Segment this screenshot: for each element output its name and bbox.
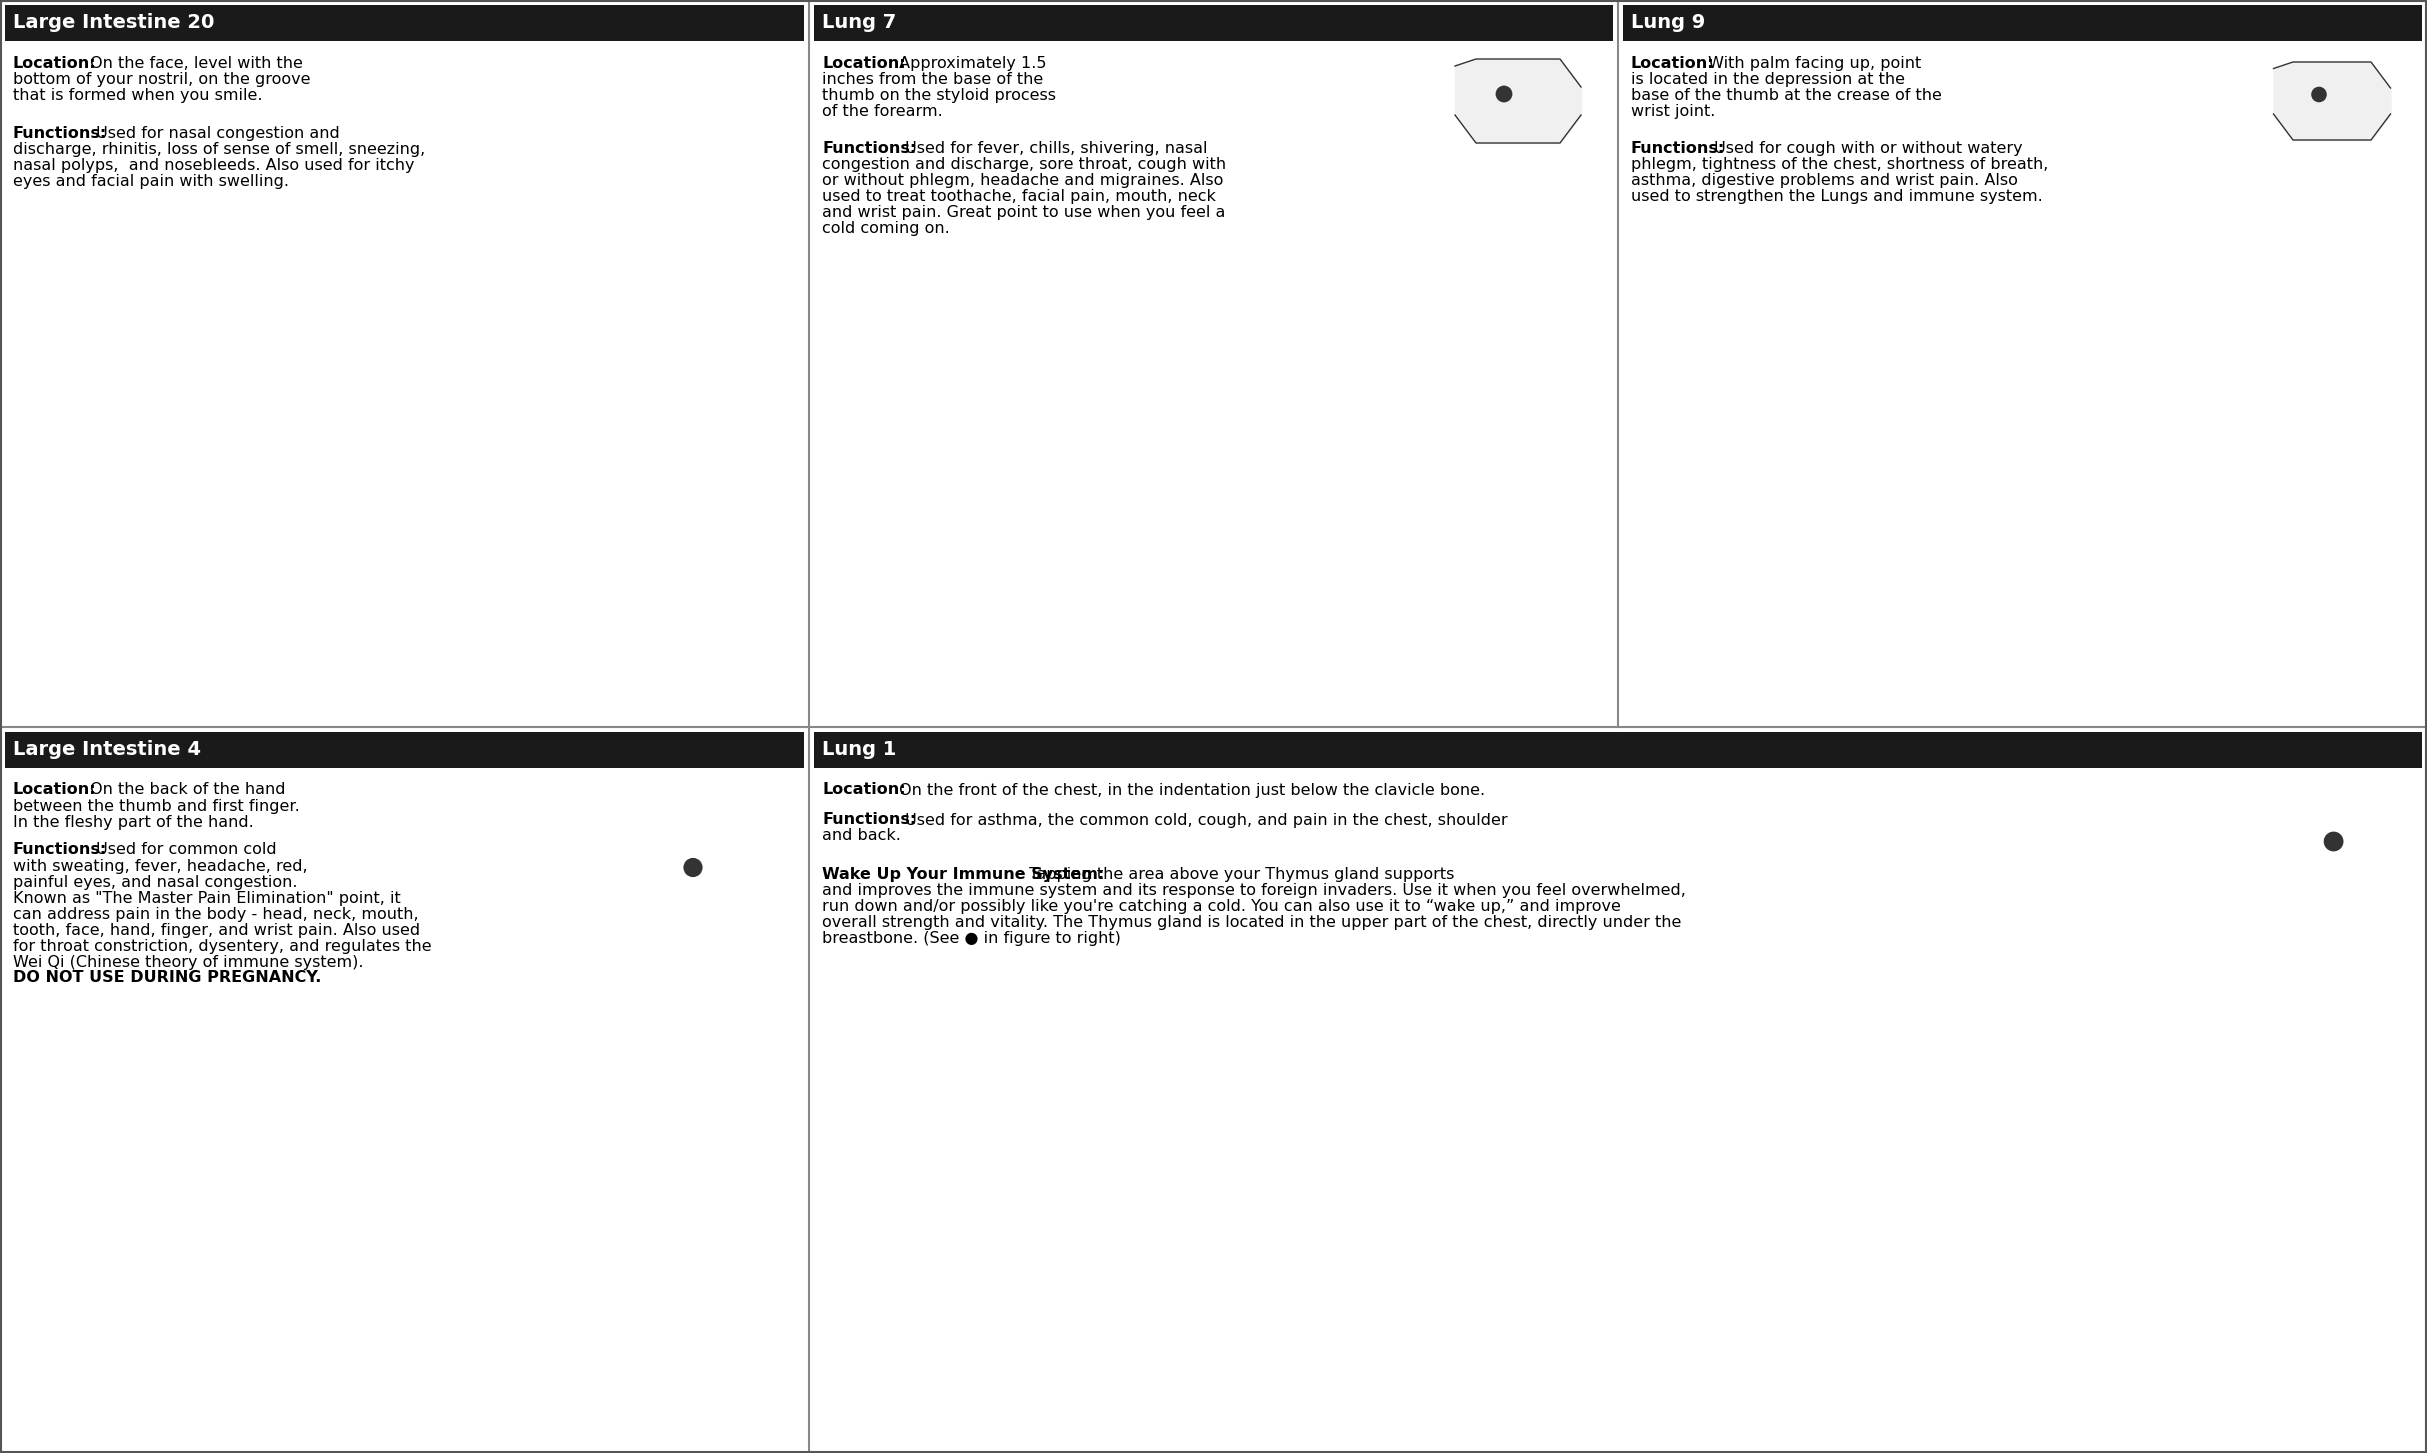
- Text: In the fleshy part of the hand.: In the fleshy part of the hand.: [12, 815, 255, 830]
- Text: used to treat toothache, facial pain, mouth, neck: used to treat toothache, facial pain, mo…: [823, 189, 1216, 203]
- Bar: [2223, 788, 2403, 968]
- Text: Functions:: Functions:: [12, 843, 107, 857]
- Bar: [813, 731, 2422, 767]
- Text: Location:: Location:: [823, 783, 905, 798]
- Circle shape: [689, 106, 697, 113]
- Text: and improves the immune system and its response to foreign invaders. Use it when: and improves the immune system and its r…: [823, 883, 1687, 898]
- FancyBboxPatch shape: [665, 811, 682, 851]
- Text: that is formed when you smile.: that is formed when you smile.: [12, 89, 262, 103]
- Text: phlegm, tightness of the chest, shortness of breath,: phlegm, tightness of the chest, shortnes…: [1631, 157, 2048, 171]
- Text: breastbone. (See ● in figure to right): breastbone. (See ● in figure to right): [823, 931, 1121, 946]
- Text: base of the thumb at the crease of the: base of the thumb at the crease of the: [1631, 89, 1942, 103]
- Circle shape: [726, 126, 743, 141]
- Text: Lung 7: Lung 7: [823, 13, 896, 32]
- Text: bottom of your nostril, on the groove: bottom of your nostril, on the groove: [12, 73, 311, 87]
- Text: Location:: Location:: [12, 57, 97, 71]
- FancyBboxPatch shape: [718, 808, 735, 851]
- Text: thumb on the styloid process: thumb on the styloid process: [823, 89, 1056, 103]
- Ellipse shape: [660, 68, 757, 195]
- Text: On the face, level with the: On the face, level with the: [85, 57, 303, 71]
- Bar: [813, 731, 2422, 1449]
- Text: Lung 1: Lung 1: [823, 740, 896, 758]
- Bar: [638, 61, 779, 208]
- Text: is located in the depression at the: is located in the depression at the: [1631, 73, 1905, 87]
- Bar: [2267, 49, 2398, 153]
- Bar: [5, 4, 803, 41]
- Circle shape: [723, 106, 728, 113]
- Text: Location:: Location:: [12, 783, 97, 798]
- Text: used to strengthen the Lungs and immune system.: used to strengthen the Lungs and immune …: [1631, 189, 2044, 203]
- FancyBboxPatch shape: [684, 804, 699, 851]
- Text: discharge, rhinitis, loss of sense of smell, sneezing,: discharge, rhinitis, loss of sense of sm…: [12, 142, 425, 157]
- Bar: [813, 4, 1614, 722]
- Text: Wake Up Your Immune System:: Wake Up Your Immune System:: [823, 867, 1104, 882]
- Text: with sweating, fever, headache, red,: with sweating, fever, headache, red,: [12, 859, 308, 873]
- Bar: [813, 4, 1614, 41]
- Text: can address pain in the body - head, neck, mouth,: can address pain in the body - head, nec…: [12, 907, 417, 921]
- Text: Used for nasal congestion and: Used for nasal congestion and: [90, 126, 340, 141]
- Text: Functions:: Functions:: [12, 126, 107, 141]
- Text: overall strength and vitality. The Thymus gland is located in the upper part of : overall strength and vitality. The Thymu…: [823, 915, 1682, 930]
- Text: and wrist pain. Great point to use when you feel a: and wrist pain. Great point to use when …: [823, 205, 1226, 219]
- Text: On the front of the chest, in the indentation just below the clavicle bone.: On the front of the chest, in the indent…: [893, 783, 1485, 798]
- Text: Large Intestine 20: Large Intestine 20: [12, 13, 214, 32]
- Circle shape: [684, 857, 701, 878]
- Circle shape: [684, 102, 701, 118]
- Text: Used for cough with or without watery: Used for cough with or without watery: [1709, 141, 2022, 155]
- Text: congestion and discharge, sore throat, cough with: congestion and discharge, sore throat, c…: [823, 157, 1226, 171]
- Text: inches from the base of the: inches from the base of the: [823, 73, 1044, 87]
- FancyBboxPatch shape: [701, 802, 716, 851]
- Text: and back.: and back.: [823, 828, 900, 844]
- FancyBboxPatch shape: [735, 821, 752, 851]
- Circle shape: [2323, 831, 2344, 851]
- Bar: [1624, 4, 2422, 41]
- Text: With palm facing up, point: With palm facing up, point: [1704, 57, 1922, 71]
- Text: Approximately 1.5: Approximately 1.5: [893, 57, 1046, 71]
- Bar: [5, 4, 803, 722]
- Text: nasal polyps,  and nosebleeds. Also used for itchy: nasal polyps, and nosebleeds. Also used …: [12, 158, 415, 173]
- Text: wrist joint.: wrist joint.: [1631, 105, 1716, 119]
- FancyBboxPatch shape: [665, 844, 755, 924]
- Circle shape: [2311, 87, 2327, 102]
- Text: eyes and facial pain with swelling.: eyes and facial pain with swelling.: [12, 174, 289, 189]
- Text: Used for fever, chills, shivering, nasal: Used for fever, chills, shivering, nasal: [900, 141, 1209, 155]
- Text: Known as "The Master Pain Elimination" point, it: Known as "The Master Pain Elimination" p…: [12, 891, 400, 905]
- Text: Used for common cold: Used for common cold: [90, 843, 277, 857]
- Circle shape: [718, 102, 735, 118]
- Text: Used for asthma, the common cold, cough, and pain in the chest, shoulder: Used for asthma, the common cold, cough,…: [900, 812, 1507, 828]
- Text: or without phlegm, headache and migraines. Also: or without phlegm, headache and migraine…: [823, 173, 1223, 187]
- Text: Functions:: Functions:: [823, 141, 917, 155]
- Text: Lung 9: Lung 9: [1631, 13, 1706, 32]
- Text: DO NOT USE DURING PREGNANCY.: DO NOT USE DURING PREGNANCY.: [12, 971, 320, 985]
- Bar: [629, 772, 789, 947]
- Text: Functions:: Functions:: [1631, 141, 1726, 155]
- Text: run down and/or possibly like you're catching a cold. You can also use it to “wa: run down and/or possibly like you're cat…: [823, 899, 1621, 914]
- Circle shape: [677, 126, 692, 141]
- Text: asthma, digestive problems and wrist pain. Also: asthma, digestive problems and wrist pai…: [1631, 173, 2017, 187]
- Text: Large Intestine 4: Large Intestine 4: [12, 740, 201, 758]
- Ellipse shape: [2250, 801, 2376, 955]
- Text: for throat constriction, dysentery, and regulates the: for throat constriction, dysentery, and …: [12, 939, 432, 953]
- Text: tooth, face, hand, finger, and wrist pain. Also used: tooth, face, hand, finger, and wrist pai…: [12, 923, 420, 937]
- Bar: [1624, 4, 2422, 722]
- Text: On the back of the hand: On the back of the hand: [85, 783, 286, 798]
- Text: Functions:: Functions:: [823, 812, 917, 828]
- Bar: [1449, 45, 1587, 157]
- Text: Location:: Location:: [823, 57, 905, 71]
- Text: painful eyes, and nasal congestion.: painful eyes, and nasal congestion.: [12, 875, 299, 889]
- Text: between the thumb and first finger.: between the thumb and first finger.: [12, 799, 301, 814]
- Circle shape: [1495, 86, 1512, 102]
- Bar: [5, 731, 803, 767]
- Text: Tapping the area above your Thymus gland supports: Tapping the area above your Thymus gland…: [1024, 867, 1454, 882]
- Text: cold coming on.: cold coming on.: [823, 221, 949, 235]
- Bar: [5, 731, 803, 1449]
- Text: Wei Qi (Chinese theory of immune system).: Wei Qi (Chinese theory of immune system)…: [12, 955, 364, 969]
- Text: Location:: Location:: [1631, 57, 1713, 71]
- Text: of the forearm.: of the forearm.: [823, 105, 942, 119]
